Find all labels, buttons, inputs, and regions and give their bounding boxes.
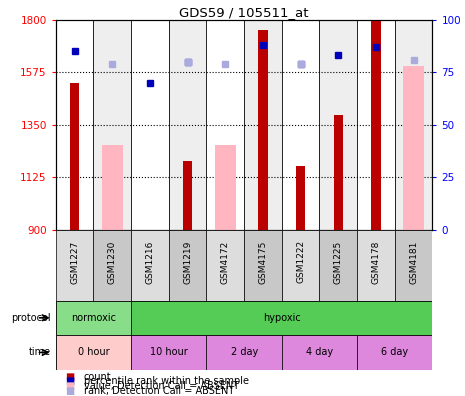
- Bar: [282, 335, 357, 370]
- Bar: [206, 335, 282, 370]
- Text: 0 hour: 0 hour: [78, 347, 109, 358]
- Text: normoxic: normoxic: [71, 313, 116, 323]
- Text: 4 day: 4 day: [306, 347, 333, 358]
- Bar: [70, 83, 80, 230]
- Bar: [244, 20, 282, 230]
- Bar: [93, 230, 131, 301]
- Bar: [183, 161, 193, 230]
- Text: value, Detection Call = ABSENT: value, Detection Call = ABSENT: [84, 381, 239, 391]
- Text: protocol: protocol: [12, 313, 51, 323]
- Text: ■: ■: [65, 381, 74, 391]
- Text: GSM1222: GSM1222: [296, 240, 305, 284]
- Bar: [357, 20, 395, 230]
- Bar: [258, 30, 268, 230]
- Bar: [244, 230, 282, 301]
- Bar: [357, 230, 395, 301]
- Bar: [215, 145, 236, 230]
- Text: GSM1216: GSM1216: [146, 240, 154, 284]
- Bar: [206, 230, 244, 301]
- Bar: [395, 230, 432, 301]
- Bar: [371, 20, 381, 230]
- Text: percentile rank within the sample: percentile rank within the sample: [84, 377, 249, 386]
- Bar: [206, 20, 244, 230]
- Text: 6 day: 6 day: [381, 347, 408, 358]
- Bar: [102, 145, 123, 230]
- Text: ■: ■: [65, 377, 74, 386]
- Bar: [145, 230, 155, 237]
- Text: GSM4178: GSM4178: [372, 240, 380, 284]
- Bar: [319, 230, 357, 301]
- Bar: [403, 67, 424, 230]
- Bar: [169, 230, 206, 301]
- Title: GDS59 / 105511_at: GDS59 / 105511_at: [179, 6, 309, 19]
- Bar: [56, 20, 93, 230]
- Bar: [131, 20, 169, 230]
- Text: GSM4172: GSM4172: [221, 240, 230, 284]
- Text: GSM1230: GSM1230: [108, 240, 117, 284]
- Text: ■: ■: [65, 386, 74, 396]
- Bar: [131, 230, 169, 301]
- Bar: [395, 20, 432, 230]
- Bar: [56, 230, 93, 301]
- Bar: [169, 20, 206, 230]
- Text: GSM4181: GSM4181: [409, 240, 418, 284]
- Bar: [282, 20, 319, 230]
- Text: GSM4175: GSM4175: [259, 240, 267, 284]
- Text: time: time: [29, 347, 51, 358]
- Text: count: count: [84, 371, 111, 382]
- Bar: [319, 20, 357, 230]
- Text: GSM1225: GSM1225: [334, 240, 343, 284]
- Bar: [357, 335, 432, 370]
- Bar: [56, 301, 131, 335]
- Text: GSM1219: GSM1219: [183, 240, 192, 284]
- Text: GSM1227: GSM1227: [70, 240, 79, 284]
- Bar: [296, 166, 306, 230]
- Bar: [93, 20, 131, 230]
- Text: hypoxic: hypoxic: [263, 313, 301, 323]
- Text: ■: ■: [65, 371, 74, 382]
- Bar: [333, 115, 343, 230]
- Bar: [131, 301, 432, 335]
- Text: rank, Detection Call = ABSENT: rank, Detection Call = ABSENT: [84, 386, 234, 396]
- Text: 10 hour: 10 hour: [150, 347, 188, 358]
- Text: 2 day: 2 day: [231, 347, 258, 358]
- Bar: [56, 335, 131, 370]
- Bar: [131, 335, 206, 370]
- Bar: [282, 230, 319, 301]
